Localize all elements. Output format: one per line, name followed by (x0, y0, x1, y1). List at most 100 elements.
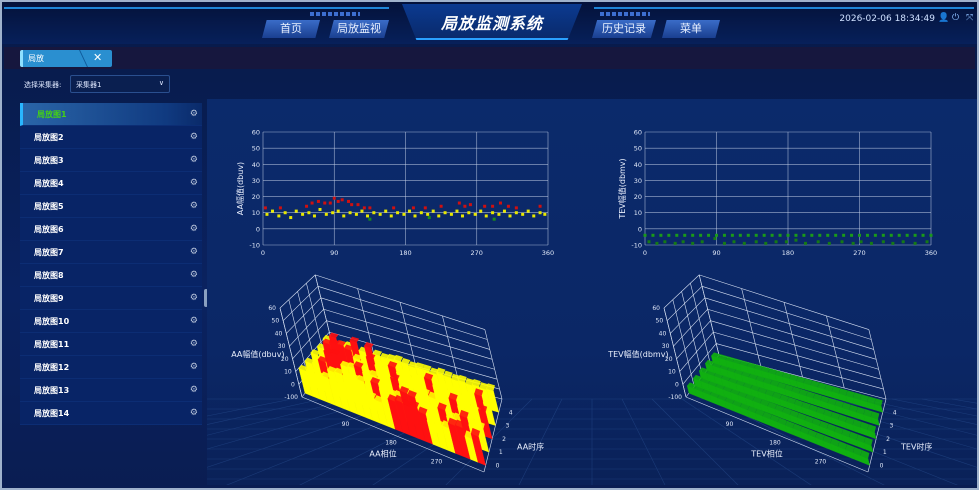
x-tick-label: 360 (925, 249, 937, 257)
y-tick-label: 3 (505, 423, 509, 430)
x-tick-label: 180 (399, 249, 411, 257)
bar-top (439, 381, 449, 390)
user-icon[interactable]: 👤 (938, 13, 950, 23)
bar-top (379, 384, 389, 392)
y-tick-label: 20 (252, 193, 260, 201)
sidebar-item[interactable]: 局放图9 ⚙ (20, 287, 202, 310)
x-axis-label: AA相位 (369, 449, 396, 459)
data-point (722, 233, 726, 237)
gear-icon[interactable]: ⚙ (189, 293, 198, 303)
data-point (818, 233, 822, 237)
bar-top (374, 360, 385, 368)
data-point (526, 209, 530, 213)
bar-top (769, 379, 780, 387)
sidebar-item[interactable]: 局放图7 ⚙ (20, 241, 202, 264)
bar-top (777, 382, 787, 389)
bar-top (748, 373, 758, 380)
z-tick-label: 30 (278, 343, 286, 350)
gear-icon[interactable]: ⚙ (189, 316, 198, 326)
data-point (881, 233, 885, 237)
sidebar-item[interactable]: 局放图12 ⚙ (20, 356, 202, 379)
data-point (508, 214, 512, 218)
gear-icon[interactable]: ⚙ (189, 132, 198, 142)
bar-top (358, 386, 369, 394)
bar-top (817, 382, 827, 390)
power-icon[interactable]: ⏻ (952, 13, 960, 23)
y-tick-label: 40 (634, 161, 642, 169)
data-point (356, 203, 360, 207)
sidebar-item-label: 局放图9 (34, 294, 64, 303)
bar-top (393, 354, 403, 362)
gear-icon[interactable]: ⚙ (189, 155, 198, 165)
bar-top (693, 374, 704, 381)
bar-top (743, 382, 753, 389)
bar-top (759, 399, 770, 407)
gear-icon[interactable]: ⚙ (189, 201, 198, 211)
wall-grid (783, 302, 803, 378)
bar-top (486, 383, 495, 391)
sidebar-item[interactable]: 局放图8 ⚙ (20, 264, 202, 287)
collector-select[interactable]: 采集器1 ∨ (70, 75, 170, 93)
fullscreen-icon[interactable]: ⤧ (966, 13, 974, 23)
bar-top (330, 348, 341, 355)
nav-pd-monitor[interactable]: 局放监视 (329, 20, 389, 38)
sidebar-item[interactable]: 局放图5 ⚙ (20, 195, 202, 218)
gear-icon[interactable]: ⚙ (189, 178, 198, 188)
sidebar-item[interactable]: 局放图10 ⚙ (20, 310, 202, 333)
bar-top (732, 399, 743, 407)
tab-pd[interactable]: 局放 ✕ (20, 50, 112, 67)
bar-top (715, 382, 726, 390)
tab-label: 局放 (28, 54, 44, 63)
gear-icon[interactable]: ⚙ (189, 109, 198, 119)
tab-divider (79, 50, 88, 67)
nav-home[interactable]: 首页 (262, 20, 320, 38)
sidebar-item[interactable]: 局放图6 ⚙ (20, 218, 202, 241)
bar-top (739, 402, 750, 410)
bar-top (474, 388, 484, 397)
sidebar-item-label: 局放图14 (34, 409, 70, 418)
gear-icon[interactable]: ⚙ (189, 247, 198, 257)
gear-icon[interactable]: ⚙ (189, 339, 198, 349)
data-point (360, 209, 364, 213)
bar-top (730, 388, 741, 395)
sidebar-item[interactable]: 局放图2 ⚙ (20, 126, 202, 149)
gear-icon[interactable]: ⚙ (189, 270, 198, 280)
nav-menu[interactable]: 菜单 (662, 20, 720, 38)
header-decoration (600, 12, 650, 16)
bar3d-chart-2: -100 0 10 20 30 40 50 60 90 180 270 0 1 2 34 AA幅值(dbuv)… (231, 274, 544, 473)
close-icon[interactable]: ✕ (93, 51, 103, 64)
sidebar-item[interactable]: 局放图1 ⚙ (20, 103, 202, 126)
nav-history[interactable]: 历史记录 (592, 20, 656, 38)
y-tick-label: 0 (496, 462, 500, 469)
bar-top (810, 380, 820, 388)
y-tick-label: 60 (634, 129, 642, 137)
data-point (506, 204, 510, 208)
data-point (826, 233, 830, 237)
y-tick-label: 0 (256, 225, 260, 233)
bar-top (739, 360, 750, 367)
sidebar-item[interactable]: 局放图3 ⚙ (20, 149, 202, 172)
bar-top (428, 391, 438, 399)
gear-icon[interactable]: ⚙ (189, 362, 198, 372)
gear-icon[interactable]: ⚙ (189, 385, 198, 395)
data-point (263, 206, 267, 210)
sidebar-item[interactable]: 局放图11 ⚙ (20, 333, 202, 356)
bar-top (705, 359, 716, 366)
bar-top (457, 400, 467, 409)
sidebar-item[interactable]: 局放图4 ⚙ (20, 172, 202, 195)
bar-top (472, 379, 481, 387)
bar-top (353, 361, 364, 368)
z-axis-label: AA幅值(dbuv) (231, 349, 284, 359)
sidebar-item[interactable]: 局放图13 ⚙ (20, 379, 202, 402)
bar-top (798, 388, 808, 396)
gear-icon[interactable]: ⚙ (189, 408, 198, 418)
sidebar-item[interactable]: 局放图14 ⚙ (20, 402, 202, 425)
bar-top (403, 369, 413, 376)
gear-icon[interactable]: ⚙ (189, 224, 198, 234)
bar-top (797, 412, 807, 421)
sidebar-scrollbar[interactable] (204, 289, 208, 307)
data-point (659, 233, 663, 237)
x-tick-label: 270 (471, 249, 483, 257)
data-point (889, 233, 893, 237)
grid-line (516, 398, 563, 490)
